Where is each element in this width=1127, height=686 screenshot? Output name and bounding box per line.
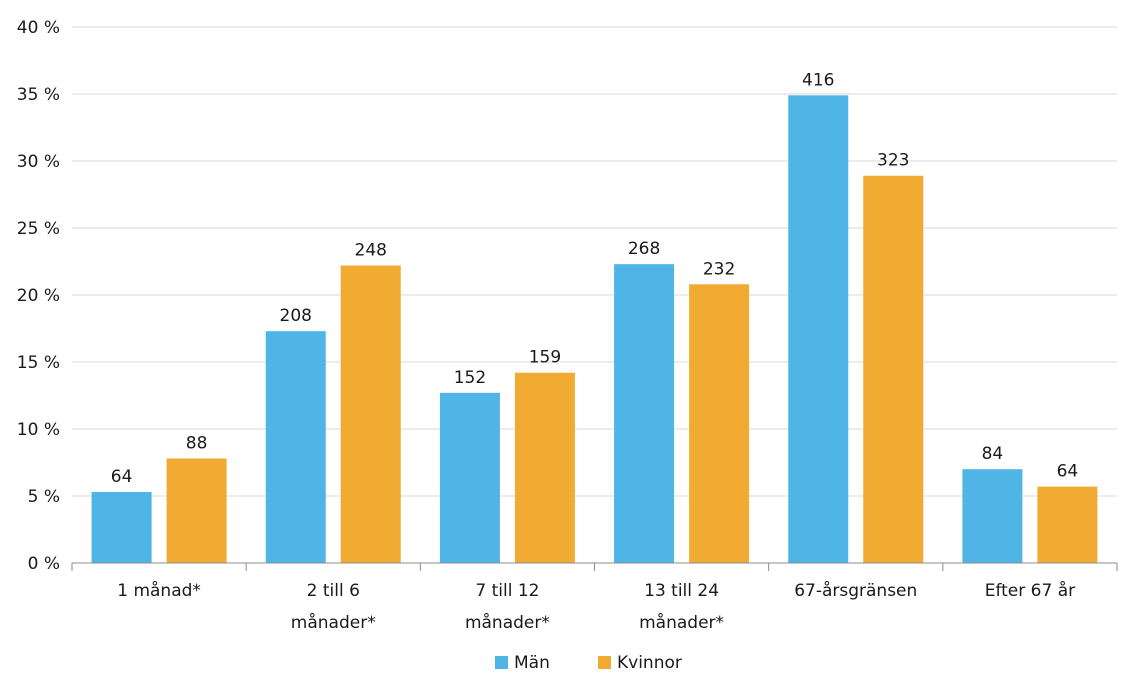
legend: Män Kvinnor xyxy=(495,653,682,673)
category-label: 1 månad* xyxy=(117,580,201,601)
category-label: 7 till 12 xyxy=(475,581,539,601)
category-label: 67-årsgränsen xyxy=(794,580,917,601)
data-label: 152 xyxy=(454,368,486,388)
data-label: 323 xyxy=(877,151,909,171)
bar-kvinnor xyxy=(1037,486,1098,563)
y-tick-label: 20 % xyxy=(17,286,60,306)
data-label: 159 xyxy=(529,348,561,368)
bar-man xyxy=(614,264,675,563)
data-label: 64 xyxy=(1057,462,1079,482)
legend-label: Män xyxy=(514,653,550,673)
category-label: månader* xyxy=(465,612,550,633)
bar-kvinnor xyxy=(863,175,924,564)
legend-swatch xyxy=(495,656,508,669)
bar-man xyxy=(962,469,1023,563)
data-label: 88 xyxy=(186,433,208,453)
data-label: 248 xyxy=(355,241,387,261)
legend-label: Kvinnor xyxy=(617,653,682,673)
y-tick-label: 15 % xyxy=(17,353,60,373)
data-label: 268 xyxy=(628,239,660,259)
y-tick-label: 25 % xyxy=(17,219,60,239)
data-label: 232 xyxy=(703,259,735,279)
y-axis-ticks: 0 % 5 % 10 % 15 % 20 % 25 % 30 % 35 % 40 % xyxy=(17,18,60,574)
y-tick-label: 10 % xyxy=(17,420,60,440)
bar-kvinnor xyxy=(514,372,575,563)
bar-man xyxy=(439,392,500,563)
bar-kvinnor xyxy=(340,265,401,563)
legend-swatch xyxy=(598,656,611,669)
bar-man xyxy=(788,95,849,563)
bar-man xyxy=(265,331,326,563)
bar-kvinnor xyxy=(166,458,227,563)
y-tick-label: 5 % xyxy=(28,487,60,507)
data-label: 416 xyxy=(802,70,834,90)
bar-man xyxy=(91,491,152,563)
data-label: 208 xyxy=(280,306,312,326)
category-label: 2 till 6 xyxy=(307,581,360,601)
bars xyxy=(91,95,1098,564)
y-tick-label: 35 % xyxy=(17,85,60,105)
bar-kvinnor xyxy=(689,284,750,563)
category-label: månader* xyxy=(639,612,724,633)
gridlines xyxy=(72,26,1117,497)
category-labels: 1 månad* 2 till 6 månader* 7 till 12 månader… xyxy=(117,580,1075,633)
y-tick-label: 0 % xyxy=(28,554,60,574)
y-tick-label: 40 % xyxy=(17,18,60,38)
data-label: 84 xyxy=(982,444,1004,464)
category-label: Efter 67 år xyxy=(985,580,1075,601)
data-label: 64 xyxy=(111,467,133,487)
y-tick-label: 30 % xyxy=(17,152,60,172)
data-labels: 64 208 152 268 416 84 88 248 159 232 323 64 xyxy=(111,70,1078,487)
x-axis xyxy=(71,562,1118,571)
category-label: 13 till 24 xyxy=(644,581,719,601)
category-label: månader* xyxy=(291,612,376,633)
